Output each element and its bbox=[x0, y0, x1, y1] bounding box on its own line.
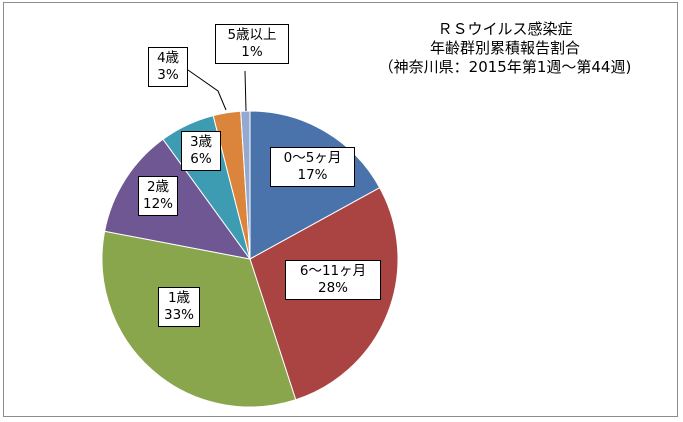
data-label-0-5-months: 0〜5ヶ月 17% bbox=[270, 147, 355, 187]
slice-percent: 6% bbox=[190, 151, 212, 167]
data-label-4-years: 4歳 3% bbox=[148, 47, 188, 87]
data-label-5-plus-years: 5歳以上 1% bbox=[215, 24, 289, 64]
slice-percent: 33% bbox=[163, 307, 194, 323]
chart-title-line-1: ＲＳウイルス感染症 bbox=[437, 20, 573, 38]
slice-label: 3歳 bbox=[189, 134, 213, 150]
chart-title-line-3: （神奈川県：2015年第1週〜第44週) bbox=[378, 58, 632, 76]
slice-percent: 28% bbox=[317, 280, 348, 296]
slice-percent: 17% bbox=[297, 167, 328, 183]
slice-label: 1歳 bbox=[167, 290, 191, 306]
data-label-6-11-months: 6〜11ヶ月 28% bbox=[285, 260, 381, 300]
leader-line-4-years bbox=[187, 69, 227, 111]
slice-percent: 3% bbox=[157, 67, 179, 83]
slice-label: 2歳 bbox=[146, 179, 170, 195]
slice-percent: 12% bbox=[142, 196, 173, 212]
chart-title: ＲＳウイルス感染症 年齢群別累積報告割合 （神奈川県：2015年第1週〜第44週… bbox=[350, 20, 660, 77]
slice-percent: 1% bbox=[241, 44, 263, 60]
slice-label: 6〜11ヶ月 bbox=[299, 263, 367, 279]
leader-line-5-plus-years bbox=[244, 70, 247, 112]
slice-label: 4歳 bbox=[156, 50, 180, 66]
slice-label: 0〜5ヶ月 bbox=[283, 150, 342, 166]
data-label-3-years: 3歳 6% bbox=[181, 131, 221, 171]
chart-title-line-2: 年齢群別累積報告割合 bbox=[429, 39, 580, 57]
data-label-1-year: 1歳 33% bbox=[158, 287, 200, 327]
slice-label: 5歳以上 bbox=[227, 27, 277, 43]
pie-slice-6 bbox=[240, 110, 251, 260]
data-label-2-years: 2歳 12% bbox=[138, 176, 178, 216]
